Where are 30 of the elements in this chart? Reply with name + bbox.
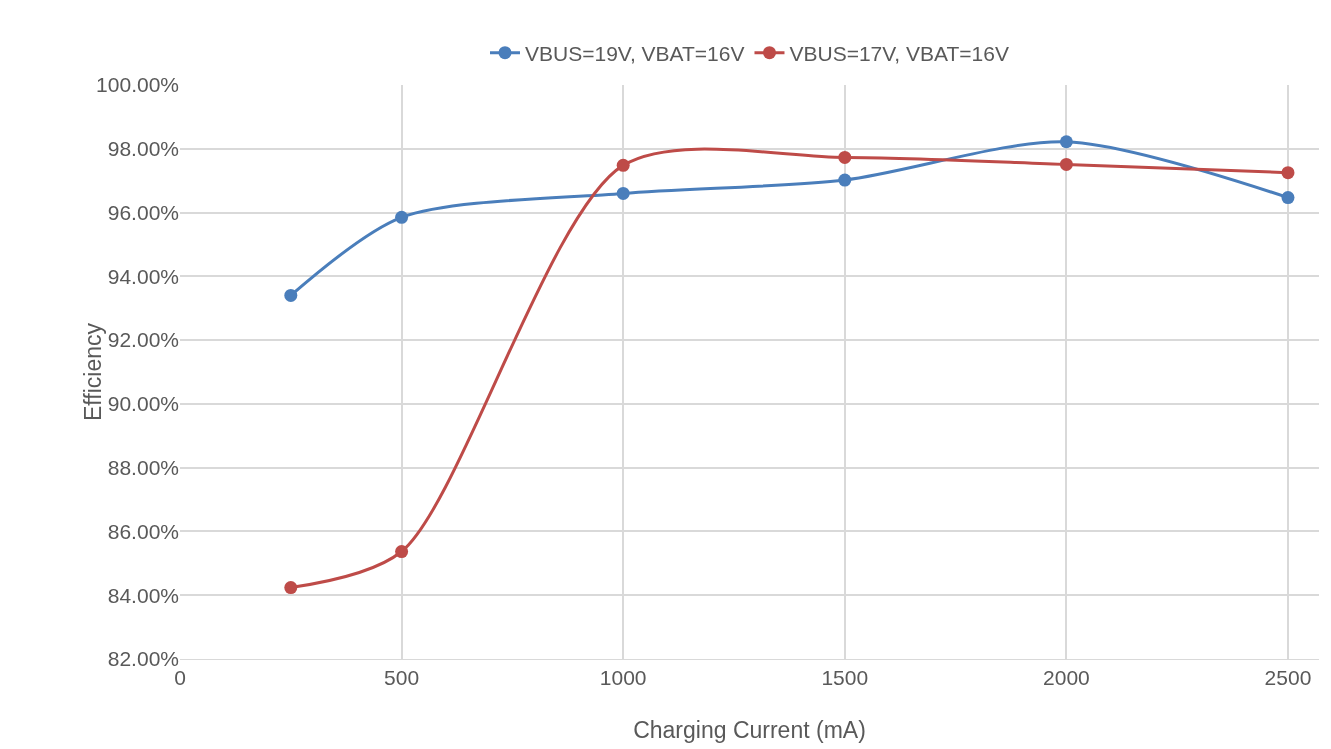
- y-tick-label: 90.00%: [107, 392, 179, 416]
- point: [395, 210, 409, 224]
- y-tick-label: 84.00%: [107, 583, 179, 607]
- point: [616, 186, 630, 200]
- y-tick-label: 94.00%: [107, 264, 179, 288]
- x-tick-label: 1500: [821, 666, 869, 690]
- y-tick-label: 86.00%: [107, 519, 179, 543]
- point: [616, 158, 630, 172]
- legend-label: VBUS=19V, VBAT=16V: [525, 41, 745, 65]
- point: [1059, 135, 1073, 149]
- point: [1059, 157, 1073, 171]
- x-tick-label: 500: [384, 666, 420, 690]
- point: [1281, 166, 1295, 180]
- y-tick-label: 100.00%: [96, 73, 179, 97]
- y-axis-title: Efficiency: [79, 322, 106, 422]
- x-axis-title: Charging Current (mA): [633, 717, 866, 743]
- point: [284, 288, 298, 302]
- legend-label: VBUS=17V, VBAT=16V: [789, 41, 1009, 65]
- x-tick-label: 2000: [1043, 666, 1090, 690]
- point: [838, 150, 852, 164]
- point: [838, 173, 852, 187]
- point: [284, 581, 298, 595]
- y-tick-label: 96.00%: [107, 200, 179, 224]
- y-tick-label: 88.00%: [107, 456, 179, 480]
- y-tick-label: 92.00%: [107, 328, 179, 352]
- point: [395, 545, 409, 559]
- x-tick-label: 1000: [599, 666, 647, 690]
- point: [1281, 191, 1295, 205]
- y-tick-label: 98.00%: [107, 137, 179, 161]
- x-tick-label: 2500: [1264, 666, 1312, 690]
